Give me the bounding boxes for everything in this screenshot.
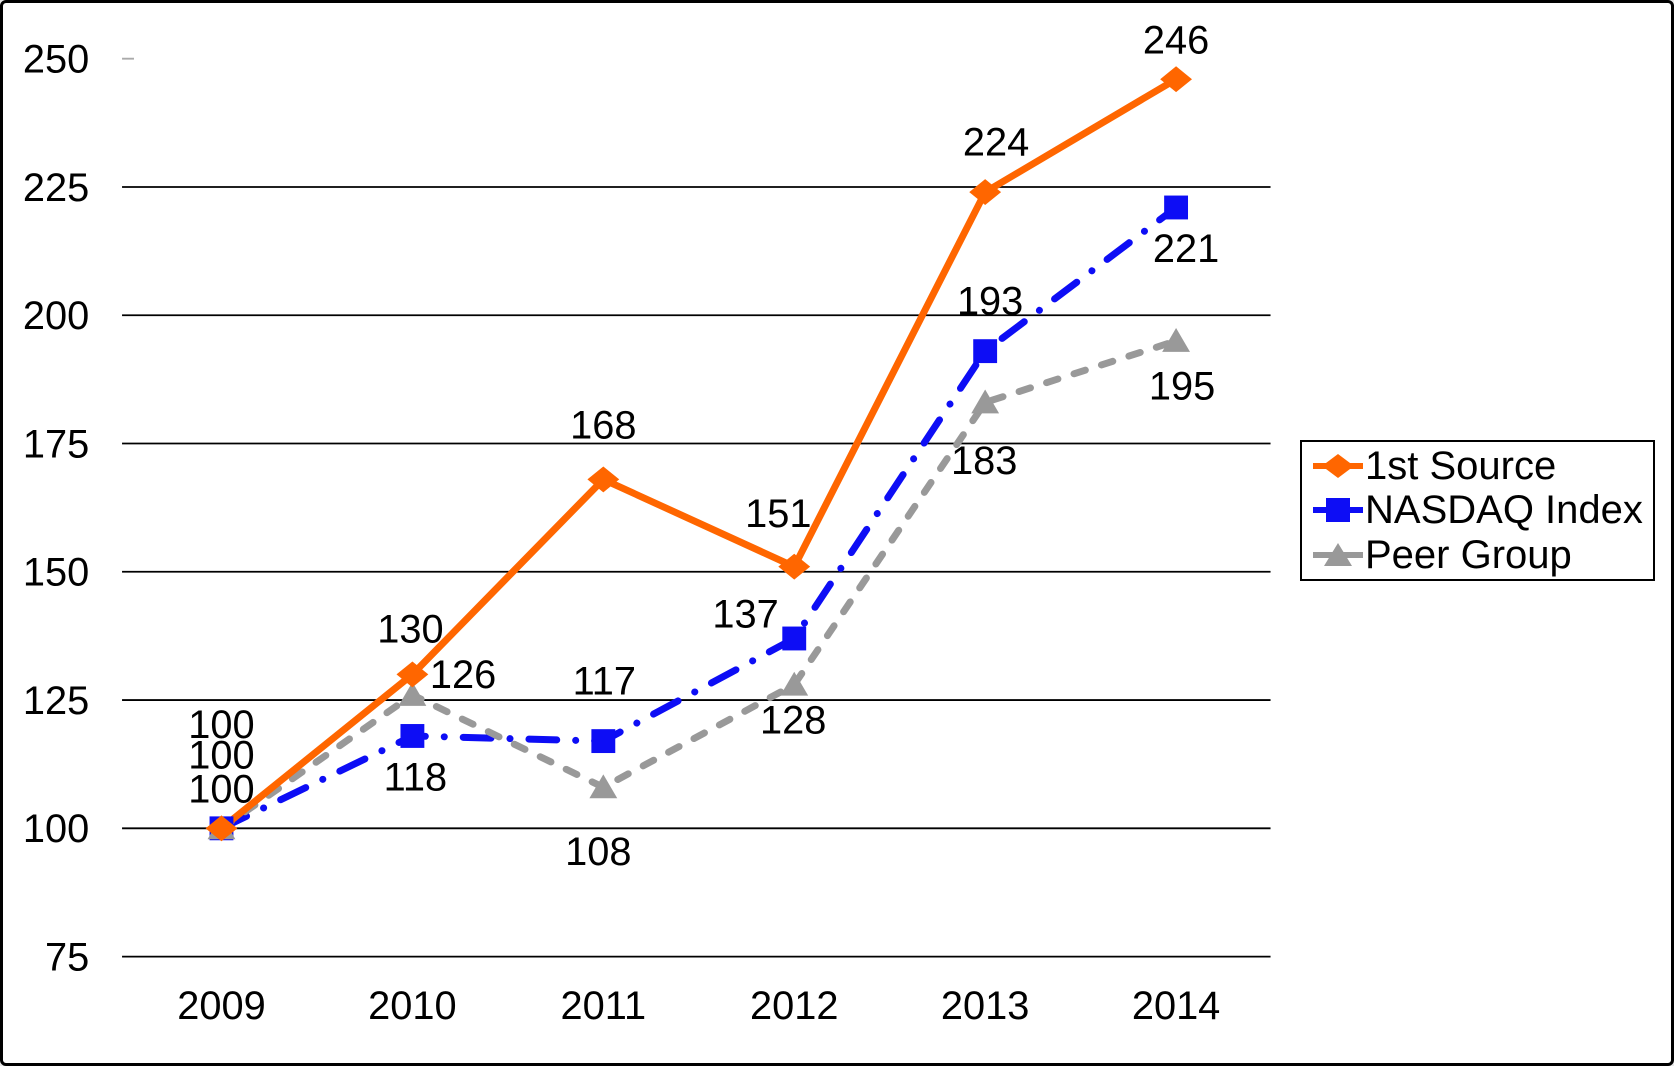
series-line-peer-group xyxy=(218,337,1180,832)
diamond-marker-icon xyxy=(396,661,429,688)
data-point-label: 195 xyxy=(1149,365,1215,409)
triangle-marker-icon xyxy=(971,389,1000,414)
chart-legend: 1st Source NASDAQ Index Peer Group xyxy=(1300,440,1655,581)
triangle-marker-icon xyxy=(1162,327,1191,352)
data-point-label: 137 xyxy=(712,593,778,637)
data-point-label: 246 xyxy=(1143,18,1209,62)
x-axis-label-2014: 2014 xyxy=(1132,984,1220,1028)
data-point-label: 130 xyxy=(377,608,443,652)
triangle-marker-icon xyxy=(398,681,427,706)
x-axis-label-2011: 2011 xyxy=(561,984,647,1028)
data-point-label: 183 xyxy=(951,439,1017,483)
triangle-marker-icon xyxy=(1313,542,1363,566)
data-point-label: 100 xyxy=(188,703,254,747)
legend-label: Peer Group xyxy=(1365,532,1572,577)
diamond-marker-icon xyxy=(1313,454,1363,479)
y-axis-label-100: 100 xyxy=(23,807,89,851)
data-point-label: 117 xyxy=(573,659,636,703)
x-axis-label-2009: 2009 xyxy=(177,984,265,1028)
triangle-marker-icon xyxy=(780,671,809,696)
x-axis-label-2010: 2010 xyxy=(368,984,456,1028)
y-axis-label-225: 225 xyxy=(23,166,89,210)
y-axis-label-75: 75 xyxy=(45,936,89,980)
data-point-label: 221 xyxy=(1153,227,1219,271)
data-point-label: 151 xyxy=(745,492,811,536)
legend-item-1st-source: 1st Source xyxy=(1312,444,1649,488)
diamond-marker-icon xyxy=(969,179,1002,206)
data-point-label: 100 xyxy=(188,767,254,811)
y-axis-label-200: 200 xyxy=(23,294,89,338)
data-point-label: 108 xyxy=(565,830,631,874)
y-axis-label-150: 150 xyxy=(23,551,89,595)
square-marker-icon xyxy=(973,339,998,364)
square-marker-icon xyxy=(782,626,807,651)
series-line-nasdaq-index xyxy=(218,204,1180,832)
x-axis-label-2013: 2013 xyxy=(941,984,1029,1028)
data-point-label: 168 xyxy=(570,404,636,448)
triangle-marker-icon xyxy=(589,774,618,799)
square-marker-icon xyxy=(400,724,425,748)
y-axis-label-250: 250 xyxy=(23,38,89,82)
x-axis-label-2012: 2012 xyxy=(750,984,838,1028)
square-marker-icon xyxy=(1164,195,1189,220)
legend-item-peer-group: Peer Group xyxy=(1312,533,1649,577)
data-point-label: 100 xyxy=(188,734,254,778)
y-axis-label-175: 175 xyxy=(23,422,89,466)
legend-label: 1st Source xyxy=(1365,444,1557,489)
diamond-marker-icon xyxy=(1160,66,1192,93)
line-chart-canvas: 75 100 125 150 175 200 225 250 2009 2010 2011 2012 2… xyxy=(23,18,1271,1028)
data-point-label: 193 xyxy=(957,279,1023,323)
data-point-label: 126 xyxy=(430,653,496,697)
legend-label: NASDAQ Index xyxy=(1365,488,1643,533)
legend-item-nasdaq-index: NASDAQ Index xyxy=(1312,488,1649,532)
data-point-label: 224 xyxy=(963,120,1029,164)
data-point-label: 118 xyxy=(384,756,447,800)
data-point-label: 128 xyxy=(760,698,826,742)
y-axis-label-125: 125 xyxy=(23,679,89,723)
square-marker-icon xyxy=(591,729,616,754)
series-line-1st-source xyxy=(219,76,1178,832)
square-marker-icon xyxy=(1313,498,1363,523)
diamond-marker-icon xyxy=(778,553,811,580)
diamond-marker-icon xyxy=(205,815,238,842)
